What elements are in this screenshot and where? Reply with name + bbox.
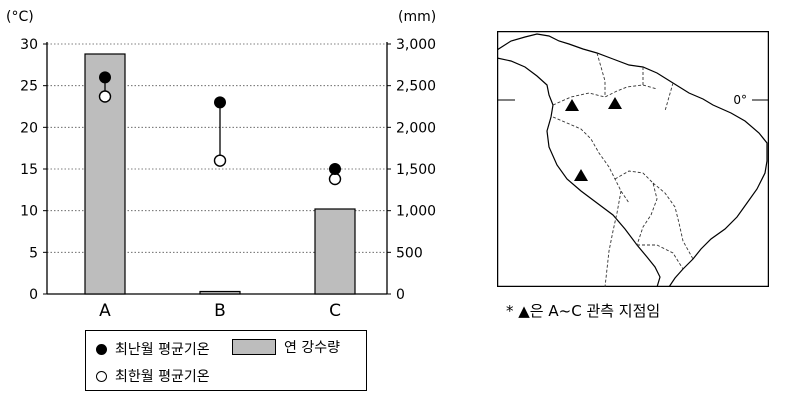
coldest-month-point [213,154,227,167]
station-triangle-a [565,99,579,111]
equator-label: 0° [733,93,747,107]
right-tick-label: 1,000 [396,204,436,220]
category-label: B [214,301,226,321]
right-tick-label: 500 [396,245,423,261]
warmest-month-point [214,96,226,109]
country-borders [552,52,694,287]
open-circle-icon [96,370,107,382]
bar-swatch-icon [232,339,276,355]
category-label: C [329,301,341,321]
legend-label-warmest: 최난월 평균기온 [115,342,210,358]
station-triangle-b [608,97,622,109]
south-america-map: 0° [497,31,769,287]
right-tick-label: 2,500 [396,79,436,95]
legend-item-precip: 연 강수량 [232,337,340,357]
left-tick-label: 20 [20,120,38,136]
map-note: * ▲은 A~C 관측 지점임 [506,302,661,320]
left-tick-label: 30 [20,37,38,53]
station-triangle-c [574,169,588,181]
category-label: A [99,301,111,321]
legend-label-precip: 연 강수량 [284,340,340,356]
coldest-month-point [328,172,342,186]
climate-chart: 0 5 10 15 20 25 30 0 500 1,000 1,500 2,000 2,500 3,00… [6,9,436,321]
legend-item-coldest: 최한월 평균기온 [96,366,210,386]
filled-circle-icon [96,343,107,355]
legend-label-coldest: 최한월 평균기온 [115,369,210,385]
map-frame [497,31,769,287]
right-tick-label: 3,000 [396,37,436,53]
left-tick-label: 0 [29,287,38,303]
left-tick-label: 5 [29,245,38,261]
warmest-month-point [329,163,341,175]
warmest-month-point [99,71,111,84]
right-tick-label: 1,500 [396,162,436,178]
right-tick-label: 2,000 [396,120,436,136]
right-tick-label: 0 [396,287,405,303]
left-tick-label: 25 [20,79,38,95]
chart-legend: 최난월 평균기온 연 강수량 최한월 평균기온 [85,330,367,391]
continent-outline [497,33,768,287]
precip-bar [314,208,356,295]
left-axis-unit: (°C) [6,9,34,25]
legend-item-warmest: 최난월 평균기온 [96,339,210,359]
right-axis-unit: (mm) [398,9,436,25]
left-tick-label: 10 [20,204,38,220]
left-tick-label: 15 [20,162,38,178]
coldest-month-point [98,90,112,103]
precip-bar [199,290,241,295]
